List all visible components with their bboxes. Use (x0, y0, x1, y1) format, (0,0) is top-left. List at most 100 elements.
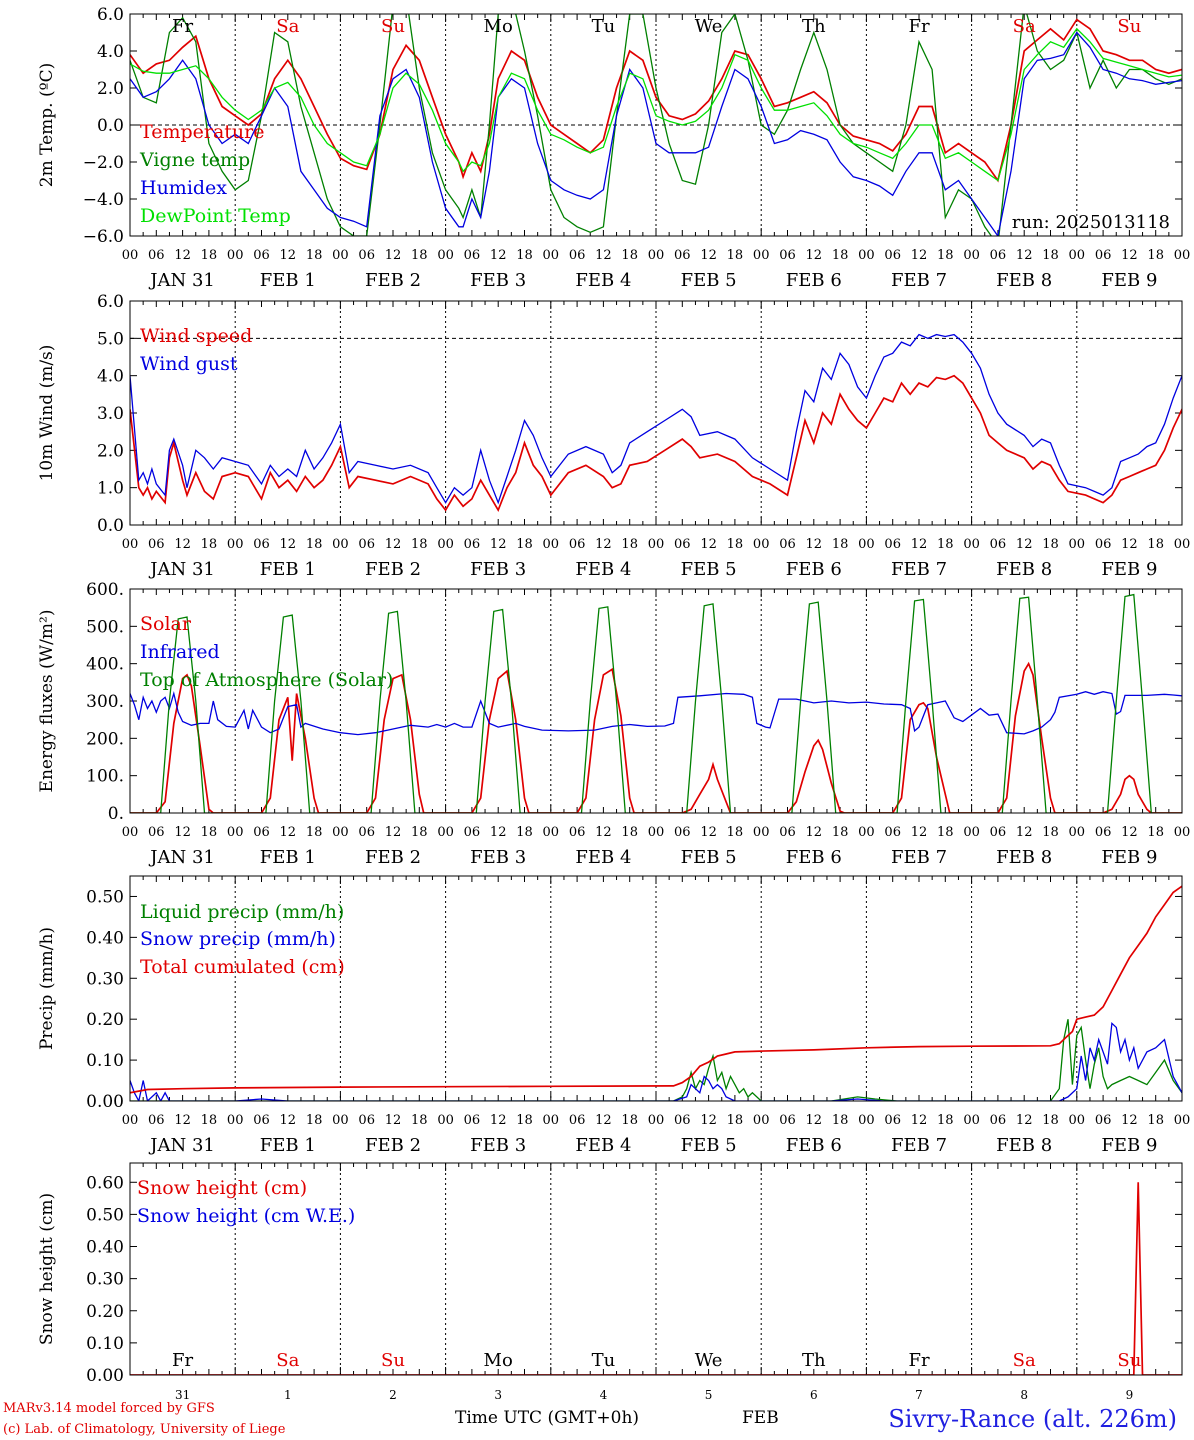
hour-label: 00 (227, 825, 244, 840)
hour-label: 12 (490, 248, 507, 263)
hour-label: 18 (621, 248, 638, 263)
y-tick-label: 0.20 (86, 1010, 124, 1030)
day-label: FEB 3 (470, 559, 526, 580)
hour-label: 06 (358, 825, 375, 840)
hour-label: 12 (174, 1113, 191, 1128)
y-tick-label: 0.40 (86, 928, 124, 948)
run-label: run: 2025013118 (1012, 212, 1170, 233)
y-axis-label: 2m Temp. (ºC) (37, 63, 57, 188)
hour-label: 00 (858, 537, 875, 552)
hour-label: 06 (1095, 1113, 1112, 1128)
hour-label: 06 (569, 1113, 586, 1128)
hour-label: 06 (464, 248, 481, 263)
hour-label: 18 (1042, 825, 1059, 840)
hour-label: 00 (332, 825, 349, 840)
y-tick-label: 0.00 (86, 1366, 124, 1386)
hour-label: 18 (1147, 248, 1164, 263)
weekday-label: Su (381, 16, 405, 37)
hour-label: 18 (832, 248, 849, 263)
weekday-label: Th (802, 1350, 826, 1371)
day-label: FEB 8 (996, 559, 1052, 580)
weekday-label: Su (381, 1350, 405, 1371)
hour-label: 00 (1174, 825, 1191, 840)
hour-label: 06 (148, 537, 165, 552)
weekday-label: Tu (592, 16, 616, 37)
y-tick-label: −2.0 (83, 153, 124, 173)
hour-label: 12 (1016, 248, 1033, 263)
hour-label: 00 (1174, 248, 1191, 263)
hour-label: 18 (727, 825, 744, 840)
hour-label: 12 (490, 1113, 507, 1128)
hour-label: 06 (148, 248, 165, 263)
hour-label: 12 (385, 825, 402, 840)
hour-label: 06 (464, 1113, 481, 1128)
y-tick-label: 2.0 (97, 441, 124, 461)
day-label: JAN 31 (148, 270, 215, 291)
hour-label: 06 (674, 825, 691, 840)
day-number-label: 2 (389, 1388, 397, 1402)
weekday-label: Fr (172, 16, 193, 37)
hour-label: 06 (253, 537, 270, 552)
day-label: FEB 3 (470, 270, 526, 291)
hour-label: 18 (201, 825, 218, 840)
hour-label: 06 (148, 1113, 165, 1128)
hour-label: 18 (621, 537, 638, 552)
hour-label: 12 (595, 825, 612, 840)
hour-label: 12 (911, 825, 928, 840)
day-label: FEB 2 (365, 559, 421, 580)
hour-label: 00 (437, 1113, 454, 1128)
day-number-label: 5 (705, 1388, 713, 1402)
day-label: FEB 7 (891, 559, 947, 580)
day-label: FEB 8 (996, 270, 1052, 291)
weekday-label: We (695, 16, 723, 37)
hour-label: 06 (990, 537, 1007, 552)
hour-label: 06 (674, 248, 691, 263)
hour-label: 18 (937, 1113, 954, 1128)
day-label: FEB 7 (891, 1135, 947, 1156)
series-line-1 (130, 1019, 1182, 1101)
hour-label: 12 (911, 1113, 928, 1128)
hour-label: 12 (280, 825, 297, 840)
y-tick-label: 4.0 (97, 367, 124, 387)
hour-label: 00 (437, 537, 454, 552)
hour-label: 12 (1121, 1113, 1138, 1128)
hour-label: 06 (358, 537, 375, 552)
y-tick-label: 0.40 (86, 1238, 124, 1258)
y-tick-label: −6.0 (83, 227, 124, 247)
hour-label: 00 (1069, 248, 1086, 263)
day-label: FEB 9 (1101, 559, 1157, 580)
hour-label: 18 (727, 1113, 744, 1128)
hour-label: 18 (201, 1113, 218, 1128)
hour-label: 06 (464, 825, 481, 840)
day-label: FEB 9 (1101, 847, 1157, 868)
day-number-label: 4 (600, 1388, 608, 1402)
hour-label: 00 (753, 248, 770, 263)
hour-label: 18 (832, 1113, 849, 1128)
series-group (130, 333, 1182, 513)
hour-label: 00 (227, 1113, 244, 1128)
day-number-label: 3 (494, 1388, 502, 1402)
day-label: FEB 6 (786, 559, 842, 580)
panel-5: 0.60 0.50 0.40 0.30 0.20 0.10 0.00 Snow height … (37, 1162, 1183, 1402)
hour-label: 00 (753, 537, 770, 552)
hour-label: 12 (385, 537, 402, 552)
y-tick-label: 0.30 (86, 969, 124, 989)
hour-label: 18 (1042, 248, 1059, 263)
day-label: FEB 5 (681, 559, 737, 580)
hour-label: 18 (621, 825, 638, 840)
hour-label: 18 (832, 537, 849, 552)
plot-frame (129, 588, 1183, 814)
hour-label: 12 (700, 248, 717, 263)
day-number-label: 8 (1020, 1388, 1028, 1402)
series-line-4 (130, 27, 1182, 182)
hour-label: 06 (1095, 248, 1112, 263)
panel-3: 600. 500. 400. 300. 200. 100. 0. Energy fluxes … (37, 580, 1190, 868)
hour-label: 18 (516, 825, 533, 840)
hour-label: 00 (858, 825, 875, 840)
legend-entry: Liquid precip (mm/h) (140, 901, 344, 923)
day-label: FEB 1 (260, 1135, 316, 1156)
hour-label: 00 (1174, 537, 1191, 552)
hour-label: 06 (674, 537, 691, 552)
day-label: FEB 5 (681, 1135, 737, 1156)
hour-label: 00 (543, 248, 560, 263)
